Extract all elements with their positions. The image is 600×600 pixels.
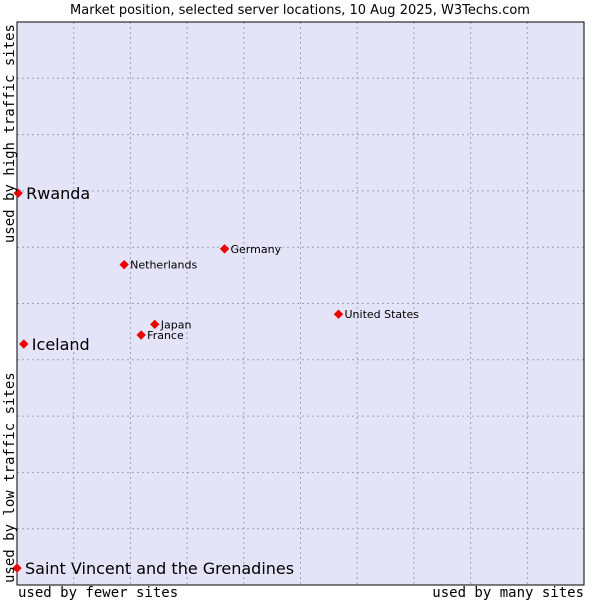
point-marker [219, 244, 230, 254]
chart-title: Market position, selected server locatio… [70, 3, 530, 18]
point-marker [136, 330, 146, 340]
data-point-united-states: United States [333, 308, 419, 321]
point-marker [19, 339, 29, 349]
point-label: Saint Vincent and the Grenadines [25, 559, 294, 578]
point-marker [150, 319, 160, 330]
data-point-rwanda: Rwanda [13, 184, 90, 203]
point-label: Japan [160, 318, 192, 331]
plot-frame [16, 21, 585, 586]
point-label: Netherlands [130, 259, 197, 272]
x-axis-label-left: used by fewer sites [18, 585, 178, 600]
data-point-germany: Germany [219, 243, 282, 256]
point-label: United States [344, 308, 419, 321]
y-axis-label-bottom: used by low traffic sites [2, 372, 18, 583]
data-point-japan: Japan [150, 318, 192, 331]
point-marker [333, 309, 344, 319]
data-point-france: France [136, 329, 184, 342]
point-label: Rwanda [26, 184, 90, 203]
grid-lines [17, 22, 584, 585]
point-label: Iceland [32, 335, 90, 354]
point-marker [119, 259, 129, 270]
data-point-netherlands: Netherlands [119, 259, 197, 272]
point-label: Germany [231, 243, 282, 256]
point-label: France [147, 329, 184, 342]
data-points: Rwanda Iceland Saint Vincent and the Grena… [12, 184, 419, 578]
y-axis-label-top: used by high traffic sites [2, 24, 18, 243]
point-marker [13, 188, 23, 198]
point-marker [12, 563, 22, 573]
x-axis-label-right: used by many sites [432, 585, 584, 600]
data-point-saint-vincent-and-the-grenadines: Saint Vincent and the Grenadines [12, 559, 294, 578]
data-point-iceland: Iceland [19, 335, 90, 354]
